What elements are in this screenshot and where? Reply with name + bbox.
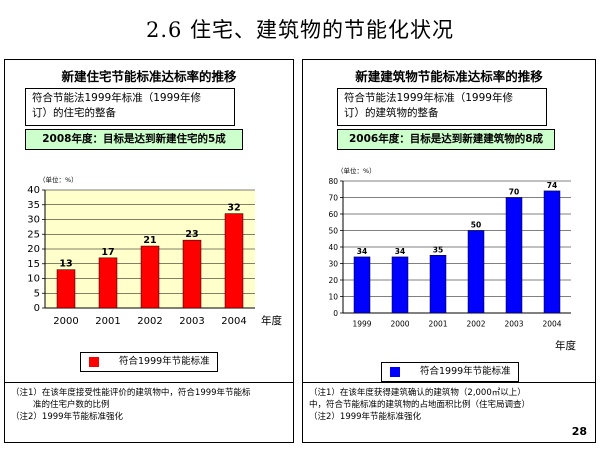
bar (391, 256, 409, 314)
x-axis-label: 年度 (555, 339, 576, 352)
y-tick-label: 0 (333, 309, 338, 318)
bar (56, 269, 76, 309)
y-tick-label: 30 (27, 215, 40, 226)
legend: 符合1999年节能标准 (80, 352, 218, 372)
note-line: （注2）1999年节能标准强化 (309, 412, 422, 422)
bar (429, 255, 447, 314)
data-label: 21 (143, 235, 156, 246)
y-tick-label: 15 (27, 259, 40, 270)
bar (224, 213, 244, 309)
data-label: 35 (433, 245, 443, 254)
bar (140, 245, 160, 309)
standard-line: 订）的住宅的整备 (32, 107, 116, 119)
chart-notes: （注1）在该年度获得建筑确认的建筑物（2,000㎡以上） 中，符合节能标准的建筑… (303, 382, 595, 442)
note-line: （注1）在该年度获得建筑确认的建筑物（2,000㎡以上） (309, 388, 526, 398)
note-line: 准的住宅户数的比例 (33, 400, 110, 410)
data-label: 13 (59, 259, 72, 270)
legend-swatch (390, 367, 400, 377)
bar (182, 239, 202, 309)
x-tick-label: 2003 (504, 320, 523, 329)
x-axis-label: 年度 (261, 314, 282, 327)
x-tick-label: 2004 (542, 320, 561, 329)
chart-title: 新建住宅节能标准达标率的推移 (61, 69, 237, 84)
y-tick-label: 0 (34, 303, 40, 314)
y-tick-label: 50 (328, 227, 338, 236)
standard-line: 订）的建筑物的整备 (344, 107, 439, 119)
x-tick-label: 2002 (466, 320, 485, 329)
building-bar-chart: （单位：%） 0 10 20 30 40 50 60 70 80 34 1999 34 2000 35 200… (328, 166, 576, 352)
legend-label: 符合1999年节能标准 (420, 366, 511, 377)
y-tick-label: 5 (34, 288, 40, 299)
data-label: 32 (227, 203, 240, 214)
unit-label: （单位：%） (39, 175, 78, 184)
legend-swatch (89, 357, 99, 367)
data-label: 34 (357, 247, 367, 256)
y-tick-label: 20 (328, 276, 338, 285)
note-line: （注2）1999年节能标准强化 (11, 412, 124, 422)
chart-notes: （注1）在该年度接受性能评价的建筑物中，符合1999年节能标 准的住宅户数的比例… (5, 382, 293, 442)
page-number: 28 (571, 425, 587, 438)
y-tick-label: 10 (328, 293, 338, 302)
y-tick-label: 35 (27, 200, 40, 211)
standard-line: 符合节能法1999年标准（1999年修 (32, 92, 201, 104)
housing-chart-panel: 新建住宅节能标准达标率的推移 符合节能法1999年标准（1999年修 订）的住宅… (4, 59, 294, 443)
y-tick-label: 30 (328, 260, 338, 269)
unit-label: （单位：%） (337, 166, 376, 175)
building-chart-panel: 新建建筑物节能标准达标率的推移 符合节能法1999年标准（1999年修 订）的建… (302, 59, 596, 443)
housing-bar-chart: （单位：%） 0 5 10 15 20 25 30 35 40 13 2000 17 2001 21 2002… (27, 175, 282, 327)
data-label: 23 (185, 229, 198, 240)
x-tick-label: 1999 (352, 320, 371, 329)
x-tick-label: 2002 (137, 316, 162, 327)
chart-title: 新建建筑物节能标准达标率的推移 (355, 69, 543, 84)
y-tick-label: 70 (328, 194, 338, 203)
standard-box: 符合节能法1999年标准（1999年修 订）的建筑物的整备 (337, 88, 547, 126)
legend-label: 符合1999年节能标准 (119, 356, 210, 367)
bar (98, 257, 118, 309)
bar (543, 190, 561, 314)
y-tick-label: 10 (27, 274, 40, 285)
bar (467, 230, 485, 314)
y-tick-label: 20 (27, 244, 40, 255)
data-label: 17 (101, 247, 114, 258)
note-line: 中，符合节能标准的建筑物的占地面积比例（住宅局调查） (309, 400, 531, 410)
data-label: 50 (471, 221, 481, 230)
x-tick-label: 2001 (428, 320, 447, 329)
x-tick-label: 2004 (221, 316, 246, 327)
goal-box: 2006年度：目标是达到新建建筑物的8成 (337, 129, 555, 150)
goal-box: 2008年度：目标是达到新建住宅的5成 (25, 129, 243, 150)
data-label: 70 (509, 188, 519, 197)
x-tick-label: 2000 (53, 316, 78, 327)
x-tick-label: 2001 (95, 316, 120, 327)
y-tick-label: 40 (27, 185, 40, 196)
y-tick-label: 80 (328, 177, 338, 186)
y-tick-label: 40 (328, 243, 338, 252)
y-tick-label: 25 (27, 229, 40, 240)
legend: 符合1999年节能标准 (381, 362, 519, 382)
bar (505, 197, 523, 314)
note-line: （注1）在该年度接受性能评价的建筑物中，符合1999年节能标 (11, 388, 251, 398)
data-label: 74 (547, 181, 557, 190)
standard-box: 符合节能法1999年标准（1999年修 订）的住宅的整备 (25, 88, 235, 126)
x-tick-label: 2003 (179, 316, 204, 327)
standard-line: 符合节能法1999年标准（1999年修 (344, 92, 513, 104)
slide-title: 2.6 住宅、建筑物的节能化状况 (145, 18, 455, 42)
bar (353, 256, 371, 314)
data-label: 34 (395, 247, 405, 256)
x-tick-label: 2000 (390, 320, 409, 329)
y-tick-label: 60 (328, 210, 338, 219)
